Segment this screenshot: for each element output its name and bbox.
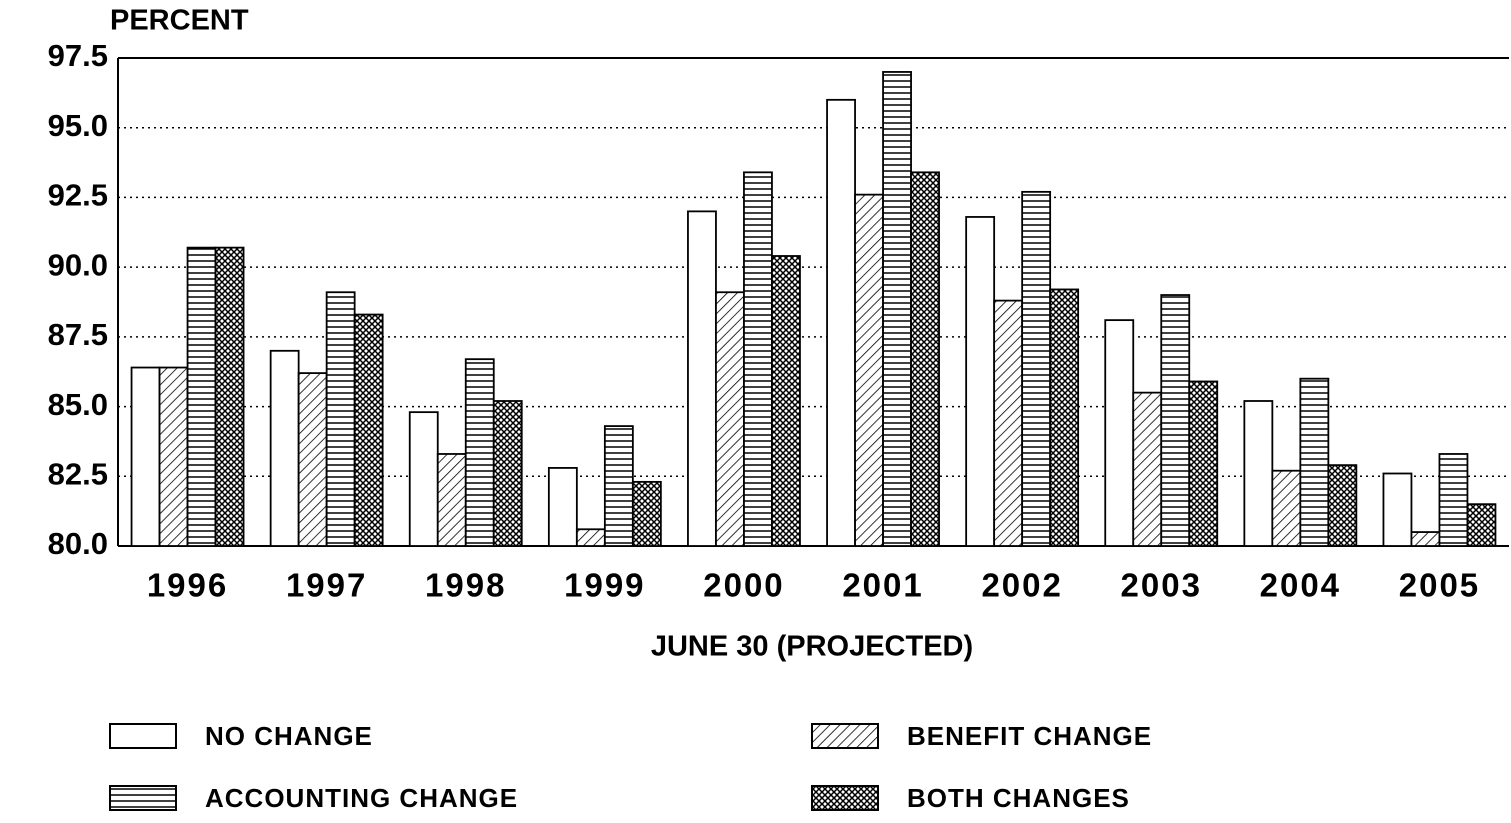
x-tick-label: 1997 bbox=[286, 567, 367, 604]
y-tick-label: 90.0 bbox=[48, 247, 108, 282]
legend-swatch bbox=[811, 785, 879, 811]
bar bbox=[1049, 288, 1080, 547]
legend-swatch bbox=[811, 723, 879, 749]
x-tick-label: 2002 bbox=[981, 567, 1062, 604]
legend-label: ACCOUNTING CHANGE bbox=[205, 783, 518, 813]
legend-label: BENEFIT CHANGE bbox=[907, 721, 1152, 751]
legend-label: BOTH CHANGES bbox=[907, 783, 1130, 813]
bar bbox=[158, 366, 189, 547]
bar bbox=[353, 313, 384, 547]
bar bbox=[965, 216, 996, 547]
x-tick-label: 2003 bbox=[1121, 567, 1202, 604]
bar bbox=[325, 291, 356, 547]
bar bbox=[1271, 469, 1302, 547]
bar bbox=[269, 349, 300, 547]
bar bbox=[771, 255, 801, 547]
legend-swatch bbox=[109, 723, 177, 749]
y-tick-label: 92.5 bbox=[48, 178, 108, 213]
x-tick-label: 2000 bbox=[703, 567, 784, 604]
bar bbox=[297, 372, 328, 547]
bar bbox=[826, 98, 856, 547]
x-tick-label: 2001 bbox=[842, 567, 923, 604]
bar bbox=[1188, 380, 1219, 547]
bar bbox=[1299, 377, 1330, 547]
bar bbox=[408, 411, 439, 547]
bar bbox=[1160, 294, 1191, 547]
legend-label: NO CHANGE bbox=[205, 721, 373, 751]
bar bbox=[715, 291, 745, 547]
x-tick-label: 2005 bbox=[1399, 567, 1480, 604]
x-tick-label: 1998 bbox=[425, 567, 506, 604]
bar bbox=[436, 453, 467, 547]
bar bbox=[1104, 319, 1135, 547]
y-tick-label: 80.0 bbox=[48, 526, 108, 561]
bar bbox=[464, 358, 495, 547]
bar bbox=[854, 193, 884, 547]
bar bbox=[130, 366, 161, 547]
bar bbox=[1438, 453, 1469, 547]
bar bbox=[743, 171, 773, 547]
bar bbox=[882, 71, 912, 547]
bar bbox=[1466, 503, 1497, 547]
bar bbox=[1021, 190, 1052, 547]
bar bbox=[1132, 391, 1163, 547]
bar bbox=[214, 246, 245, 547]
bar bbox=[1410, 531, 1441, 547]
y-tick-label: 97.5 bbox=[48, 38, 108, 73]
bar bbox=[631, 480, 662, 547]
bar bbox=[687, 210, 717, 547]
bar bbox=[547, 467, 578, 547]
bar bbox=[1243, 400, 1274, 547]
bar bbox=[492, 400, 523, 547]
y-axis-label: PERCENT bbox=[110, 5, 249, 37]
y-tick-label: 82.5 bbox=[48, 456, 108, 491]
bar bbox=[575, 528, 606, 547]
bar bbox=[603, 425, 634, 547]
x-tick-label: 1996 bbox=[147, 567, 228, 604]
bar bbox=[1327, 464, 1358, 547]
bar bbox=[1382, 472, 1413, 547]
bar bbox=[186, 246, 217, 547]
y-tick-label: 87.5 bbox=[48, 317, 108, 352]
bar bbox=[993, 299, 1024, 547]
x-axis-label: JUNE 30 (PROJECTED) bbox=[651, 631, 973, 663]
x-tick-label: 1999 bbox=[564, 567, 645, 604]
y-tick-label: 95.0 bbox=[48, 108, 108, 143]
legend-swatch bbox=[109, 785, 177, 811]
x-tick-label: 2004 bbox=[1260, 567, 1341, 604]
y-tick-label: 85.0 bbox=[48, 387, 108, 422]
bar bbox=[910, 171, 940, 547]
